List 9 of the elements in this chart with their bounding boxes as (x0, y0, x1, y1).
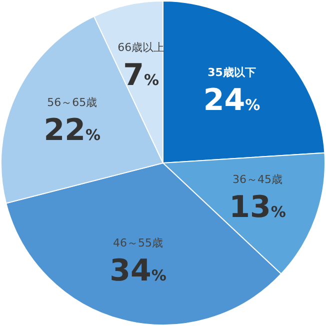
slice-label: 35歳以下 (208, 66, 256, 79)
data-label: 34% (110, 253, 166, 288)
slice-label: 46～55歳 (113, 236, 164, 250)
slice-label: 36～45歳 (232, 173, 282, 186)
data-label: 24% (203, 82, 260, 118)
data-label: 13% (229, 190, 286, 226)
data-label: 7% (123, 58, 160, 93)
slice-label: 56～65歳 (47, 96, 98, 110)
data-label: 22% (44, 113, 101, 148)
